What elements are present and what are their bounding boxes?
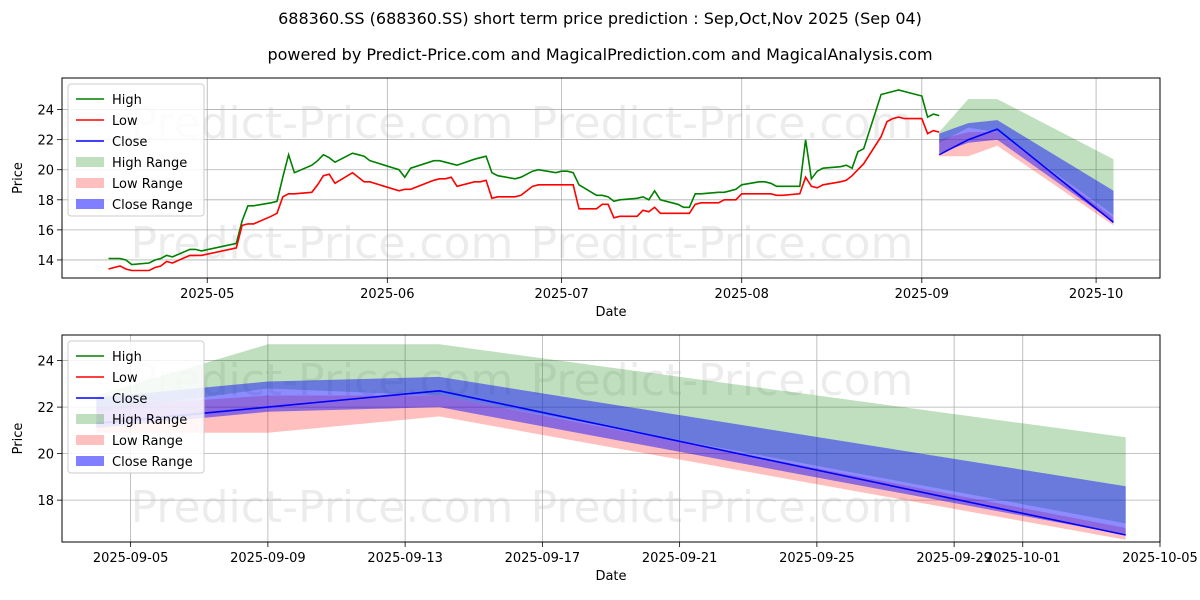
legend-swatch (76, 456, 104, 466)
x-tick-label: 2025-06 (360, 287, 414, 302)
legend-label: Close Range (112, 455, 193, 470)
y-tick-label: 24 (37, 355, 54, 370)
plot-frame (61, 334, 1161, 543)
x-tick-label: 2025-08 (715, 287, 769, 302)
chart-panel-1: Predict-Price.com Predict-Price.com Predic… (11, 77, 1161, 320)
legend-swatch (76, 157, 104, 167)
watermark-text: Predict-Price.com (131, 482, 514, 533)
watermark-text: Predict-Price.com (531, 355, 914, 406)
y-tick-label: 18 (37, 194, 54, 209)
chart-title: 688360.SS (688360.SS) short term price p… (278, 9, 922, 28)
watermark-text: Predict-Price.com (131, 218, 514, 269)
y-tick-label: 18 (37, 494, 54, 509)
legend-swatch (76, 414, 104, 424)
chart-panel-2: Predict-Price.com Predict-Price.com Predic… (11, 334, 1198, 584)
close-line (938, 128, 1115, 224)
legend-swatch (76, 199, 104, 209)
low-range-band (939, 132, 1114, 226)
x-tick-label: 2025-09 (895, 287, 949, 302)
legend-label: Low Range (112, 177, 183, 192)
y-tick-label: 20 (37, 448, 54, 463)
legend-label: Low (112, 114, 138, 129)
high-line (108, 89, 940, 266)
watermark-text: Predict-Price.com (531, 218, 914, 269)
high-range-band (939, 99, 1114, 215)
y-tick-label: 14 (37, 254, 54, 269)
x-tick-label: 2025-09-17 (505, 551, 581, 566)
legend-label: Low Range (112, 434, 183, 449)
close-range-band (939, 120, 1114, 223)
y-axis-label: Price (11, 423, 26, 455)
x-tick-label: 2025-09-13 (367, 551, 443, 566)
legend-swatch (76, 435, 104, 445)
y-tick-label: 16 (37, 224, 54, 239)
x-tick-label: 2025-05 (180, 287, 234, 302)
legend-label: High Range (112, 413, 187, 428)
y-tick-label: 20 (37, 164, 54, 179)
plot-frame (61, 77, 1161, 279)
x-tick-label: 2025-09-25 (779, 551, 855, 566)
y-tick-label: 24 (37, 104, 54, 119)
low-line (108, 116, 940, 272)
legend-label: High (112, 93, 142, 108)
legend-label: Close Range (112, 198, 193, 213)
watermark-text: Predict-Price.com (531, 98, 914, 149)
legend-swatch (76, 178, 104, 188)
y-tick-label: 22 (37, 134, 54, 149)
legend-label: High Range (112, 156, 187, 171)
legend-label: Low (112, 371, 138, 386)
x-axis-label: Date (595, 569, 626, 584)
x-tick-label: 2025-07 (534, 287, 588, 302)
high-range-band (96, 344, 1126, 524)
y-tick-label: 22 (37, 401, 54, 416)
x-tick-label: 2025-09-29 (916, 551, 992, 566)
legend-box (67, 340, 205, 474)
x-tick-label: 2025-10-05 (1122, 551, 1198, 566)
x-axis-label: Date (595, 305, 626, 320)
x-tick-label: 2025-09-09 (230, 551, 306, 566)
x-tick-label: 2025-10 (1069, 287, 1123, 302)
legend-label: Close (112, 135, 147, 150)
legend-label: High (112, 350, 142, 365)
legend-label: Close (112, 392, 147, 407)
x-tick-label: 2025-09-21 (642, 551, 718, 566)
legend-box (67, 83, 205, 217)
watermark-text: Predict-Price.com (531, 482, 914, 533)
y-axis-label: Price (11, 162, 26, 194)
x-tick-label: 2025-09-05 (93, 551, 169, 566)
x-tick-label: 2025-10-01 (985, 551, 1061, 566)
chart-subtitle: powered by Predict-Price.com and Magical… (267, 45, 933, 64)
